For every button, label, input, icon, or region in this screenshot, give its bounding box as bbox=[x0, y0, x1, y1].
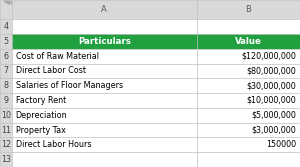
Bar bbox=[12, 49, 196, 64]
Text: 6: 6 bbox=[4, 52, 8, 61]
Text: 11: 11 bbox=[1, 126, 11, 135]
Bar bbox=[12, 34, 196, 49]
Text: Direct Labor Cost: Direct Labor Cost bbox=[16, 66, 85, 75]
Bar bbox=[0, 152, 12, 167]
Bar bbox=[196, 19, 300, 34]
Bar bbox=[12, 137, 196, 152]
Bar bbox=[0, 19, 12, 34]
Text: 13: 13 bbox=[1, 155, 11, 164]
Bar bbox=[0, 78, 12, 93]
Bar bbox=[0, 63, 12, 78]
Text: Value: Value bbox=[235, 37, 262, 46]
Bar bbox=[0, 123, 12, 137]
Bar bbox=[12, 93, 196, 108]
Bar bbox=[12, 123, 196, 137]
Text: 4: 4 bbox=[4, 22, 8, 31]
Text: $80,000,000: $80,000,000 bbox=[247, 66, 296, 75]
Bar bbox=[12, 19, 196, 34]
Bar bbox=[0, 34, 12, 49]
Bar bbox=[12, 78, 196, 93]
Text: B: B bbox=[245, 5, 251, 14]
Bar bbox=[12, 0, 196, 19]
Text: $10,000,000: $10,000,000 bbox=[247, 96, 296, 105]
Text: $3,000,000: $3,000,000 bbox=[252, 126, 296, 135]
Text: 8: 8 bbox=[4, 81, 8, 90]
Bar bbox=[0, 108, 12, 123]
Text: Cost of Raw Material: Cost of Raw Material bbox=[16, 52, 99, 61]
Text: A: A bbox=[101, 5, 107, 14]
Bar bbox=[196, 63, 300, 78]
Bar bbox=[196, 137, 300, 152]
Text: 10: 10 bbox=[1, 111, 11, 120]
Bar bbox=[196, 93, 300, 108]
Bar bbox=[196, 34, 300, 49]
Bar bbox=[196, 123, 300, 137]
Bar bbox=[0, 0, 12, 19]
Text: 7: 7 bbox=[3, 66, 9, 75]
Text: $120,000,000: $120,000,000 bbox=[242, 52, 296, 61]
Bar bbox=[196, 0, 300, 19]
Text: Particulars: Particulars bbox=[78, 37, 131, 46]
Bar bbox=[0, 137, 12, 152]
Text: Property Tax: Property Tax bbox=[16, 126, 65, 135]
Text: Depreciation: Depreciation bbox=[16, 111, 67, 120]
Text: Direct Labor Hours: Direct Labor Hours bbox=[16, 140, 91, 149]
Bar bbox=[196, 108, 300, 123]
Bar bbox=[12, 63, 196, 78]
Bar bbox=[12, 108, 196, 123]
Bar bbox=[12, 152, 196, 167]
Bar bbox=[196, 78, 300, 93]
Bar bbox=[196, 152, 300, 167]
Text: $5,000,000: $5,000,000 bbox=[251, 111, 296, 120]
Text: 5: 5 bbox=[3, 37, 9, 46]
Text: 150000: 150000 bbox=[266, 140, 296, 149]
Bar bbox=[196, 49, 300, 64]
Bar bbox=[0, 93, 12, 108]
Text: 12: 12 bbox=[1, 140, 11, 149]
Text: $30,000,000: $30,000,000 bbox=[247, 81, 296, 90]
Text: 9: 9 bbox=[3, 96, 9, 105]
Polygon shape bbox=[4, 1, 10, 4]
Bar bbox=[0, 49, 12, 64]
Text: Salaries of Floor Managers: Salaries of Floor Managers bbox=[16, 81, 123, 90]
Text: Factory Rent: Factory Rent bbox=[16, 96, 66, 105]
